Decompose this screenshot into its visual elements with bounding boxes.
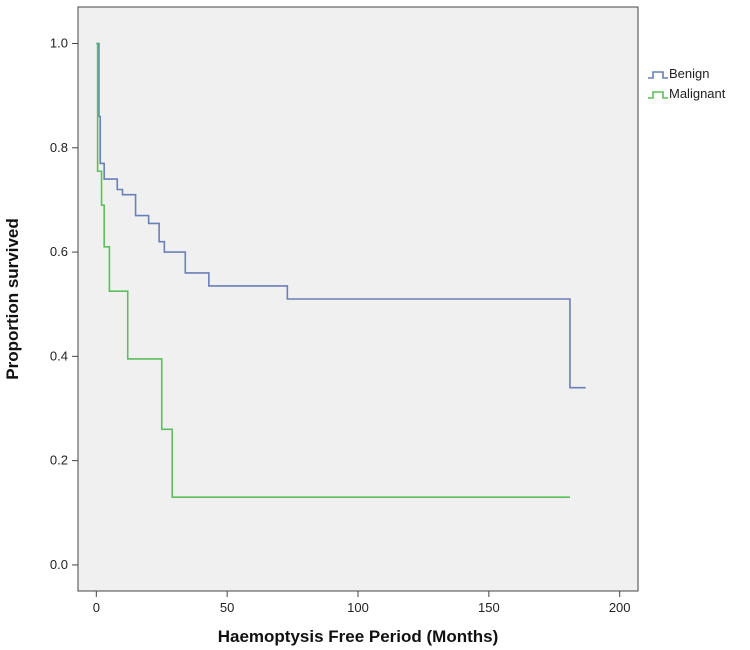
series-layer — [96, 42, 586, 498]
series-line-benign — [96, 42, 586, 389]
y-tick-label: 0.6 — [50, 244, 68, 259]
x-tick-label: 0 — [93, 600, 100, 615]
y-tick-label: 0.0 — [50, 557, 68, 572]
x-tick-label: 100 — [347, 600, 369, 615]
x-axis-title: Haemoptysis Free Period (Months) — [218, 627, 499, 646]
y-tick-label: 1.0 — [50, 36, 68, 51]
y-tick-label: 0.2 — [50, 453, 68, 468]
legend-swatch — [648, 91, 668, 99]
y-axis: 0.0 0.2 0.4 0.6 0.8 1.0 — [50, 36, 78, 572]
y-tick-label: 0.8 — [50, 140, 68, 155]
legend-swatch — [648, 71, 668, 79]
y-tick-label: 0.4 — [50, 348, 68, 363]
x-tick-label: 150 — [478, 600, 500, 615]
legend-label: Benign — [669, 66, 709, 81]
series-line-malignant — [96, 42, 570, 498]
x-tick-label: 50 — [220, 600, 234, 615]
legend-label: Malignant — [669, 86, 726, 101]
x-tick-label: 200 — [609, 600, 631, 615]
legend: Benign Malignant — [648, 66, 726, 101]
x-axis: 0 50 100 150 200 — [93, 591, 631, 615]
y-axis-title: Proportion survived — [3, 218, 22, 380]
